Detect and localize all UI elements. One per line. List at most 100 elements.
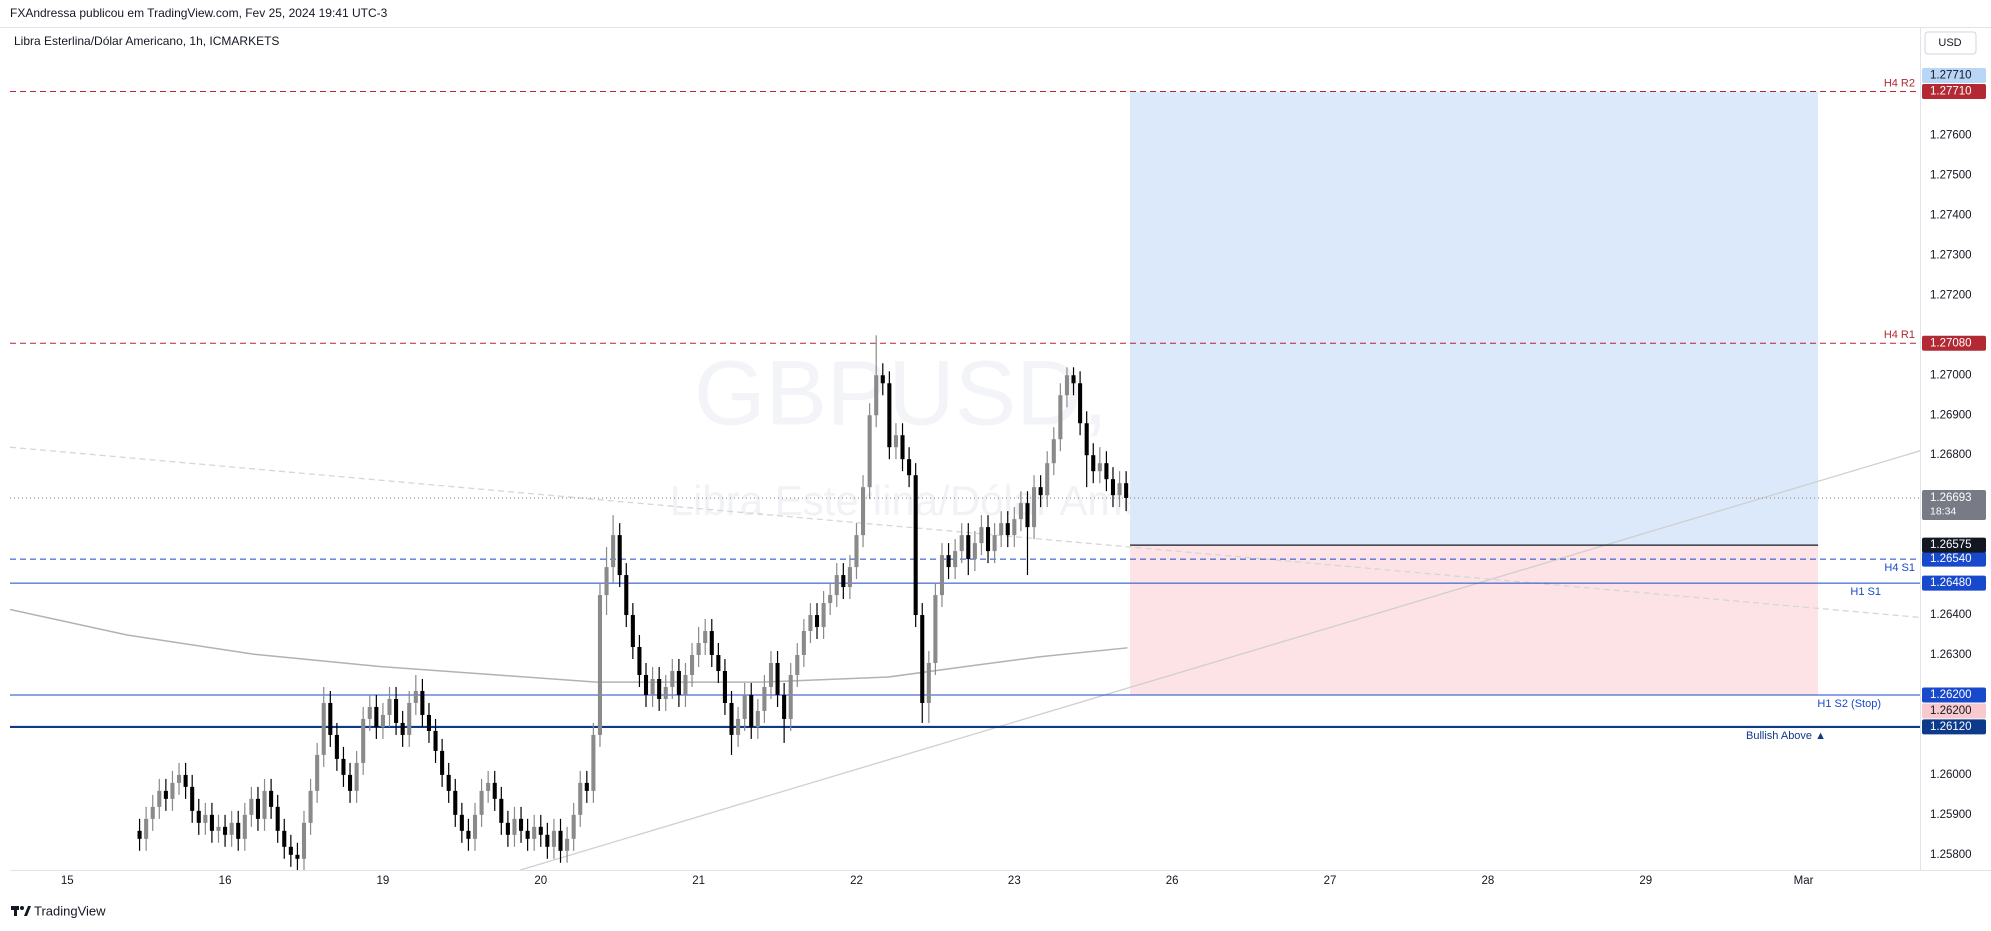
candle-body <box>400 722 405 735</box>
candle-body <box>913 475 918 616</box>
candle-body <box>874 375 879 416</box>
candle-body <box>920 615 925 703</box>
candle-body <box>387 698 392 715</box>
candle-body <box>926 662 931 703</box>
position-target-label-box <box>1922 68 1986 84</box>
candle-body <box>190 786 195 811</box>
candle-body <box>749 694 754 727</box>
y-tick-label: 1.26300 <box>1930 649 1972 661</box>
candle-body <box>814 615 820 628</box>
candle-body <box>571 814 576 839</box>
candle-body <box>880 375 885 384</box>
level-price-label-box <box>1922 551 1986 567</box>
candle-body <box>578 782 583 815</box>
candle-body <box>821 603 826 628</box>
candle-body <box>775 662 780 695</box>
candle-body <box>650 678 655 695</box>
y-tick-label: 1.26400 <box>1930 609 1972 621</box>
candle-body <box>1104 463 1109 480</box>
last-price-box <box>1922 489 1986 520</box>
logo-part <box>24 906 31 916</box>
candle-body <box>985 527 991 552</box>
candle-body <box>979 527 984 544</box>
candle-body <box>374 706 379 727</box>
moving-average <box>10 608 1128 683</box>
candle-body <box>1051 439 1056 464</box>
candle-body <box>670 670 675 687</box>
candle-body <box>907 459 912 476</box>
candle-body <box>1110 479 1116 496</box>
x-tick-label: 19 <box>377 875 390 887</box>
candle-body <box>637 647 642 675</box>
trend-line <box>520 450 1920 870</box>
candle-body <box>433 730 438 751</box>
candle-body <box>887 383 892 448</box>
level-price-label: 1.26200 <box>1930 689 1972 701</box>
candle-body <box>453 790 458 815</box>
level-label: H1 S1 <box>1850 586 1881 598</box>
y-tick-label: 1.26000 <box>1930 769 1972 781</box>
level-price-label-box <box>1922 575 1986 591</box>
y-tick-label: 1.25800 <box>1930 849 1972 861</box>
candle-body <box>367 706 372 719</box>
level-price-label: 1.26120 <box>1930 721 1972 733</box>
candle-body <box>939 555 945 596</box>
candle-body <box>946 555 951 568</box>
candle-body <box>420 690 425 715</box>
candle-body <box>762 686 767 711</box>
candle-body <box>150 806 155 819</box>
candle-body <box>347 774 353 791</box>
candle-body <box>1064 375 1069 396</box>
candle-body <box>736 718 741 735</box>
candle-body <box>690 655 695 675</box>
candle-body <box>203 814 208 823</box>
candle-body <box>1097 463 1102 472</box>
logo-part <box>14 906 17 916</box>
brand: TradingView <box>34 903 106 918</box>
footer-logo: TradingView <box>11 903 106 918</box>
candle-body <box>709 631 714 656</box>
candle-body <box>499 798 504 823</box>
candle-body <box>275 806 280 831</box>
candle-body <box>176 774 182 783</box>
candle-body <box>413 690 418 703</box>
candle-body <box>782 694 787 719</box>
candle-body <box>841 575 846 588</box>
candle-body <box>163 790 168 799</box>
y-tick-label: 1.27000 <box>1930 369 1972 381</box>
candle-body <box>334 734 339 759</box>
candle-body <box>486 782 491 791</box>
level-price-label: 1.27710 <box>1930 86 1972 98</box>
currency-box[interactable] <box>1924 31 1977 55</box>
candle-body <box>519 818 524 831</box>
candle-body <box>236 822 241 839</box>
candle-body <box>1032 487 1037 528</box>
candle-body <box>394 698 399 723</box>
level-price-label: 1.26480 <box>1930 577 1972 589</box>
candle-body <box>972 543 977 560</box>
candle-body <box>808 615 813 632</box>
candle-body <box>900 435 905 460</box>
x-tick-label: 29 <box>1639 875 1652 887</box>
candle-body <box>170 782 175 799</box>
currency: USD <box>1938 37 1961 49</box>
candle-body <box>768 662 774 687</box>
level-label: H4 R2 <box>1884 77 1915 89</box>
candle-body <box>959 535 964 552</box>
candle-body <box>716 655 721 671</box>
level-price-label-box <box>1922 687 1986 703</box>
candle-body <box>703 631 708 644</box>
candle-body <box>282 830 287 847</box>
axes: 1.25800 1.25900 1.26000 1.26300 1.26400 1.268… <box>61 68 1986 887</box>
x-tick-label: 20 <box>534 875 547 887</box>
x-tick-label: 15 <box>61 875 74 887</box>
candle-body <box>137 830 142 839</box>
candle-body <box>525 830 530 839</box>
candle-body <box>512 818 517 835</box>
candle-body <box>308 790 313 823</box>
candle-body <box>565 838 570 851</box>
candle-body <box>472 814 478 839</box>
candle-body <box>861 487 866 536</box>
